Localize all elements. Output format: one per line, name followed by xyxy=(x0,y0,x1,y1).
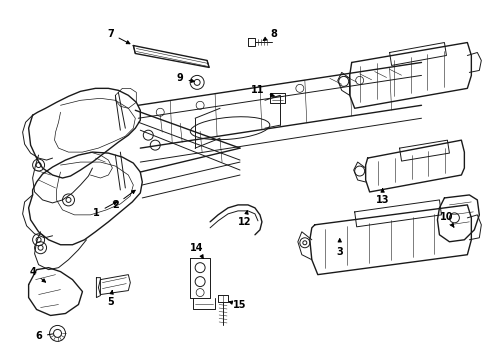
Text: 5: 5 xyxy=(107,291,114,306)
Text: 9: 9 xyxy=(177,73,194,84)
Text: 13: 13 xyxy=(375,189,388,205)
Text: 10: 10 xyxy=(439,212,453,227)
Text: 6: 6 xyxy=(35,332,53,341)
Text: 3: 3 xyxy=(336,239,343,257)
Text: 7: 7 xyxy=(107,28,130,44)
Text: 12: 12 xyxy=(238,211,251,227)
Text: 11: 11 xyxy=(251,85,274,96)
Text: 15: 15 xyxy=(229,300,246,310)
Text: 2: 2 xyxy=(112,190,135,210)
Text: 1: 1 xyxy=(93,202,117,218)
Text: 14: 14 xyxy=(190,243,203,258)
Text: 8: 8 xyxy=(263,28,277,40)
Text: 4: 4 xyxy=(29,267,45,282)
